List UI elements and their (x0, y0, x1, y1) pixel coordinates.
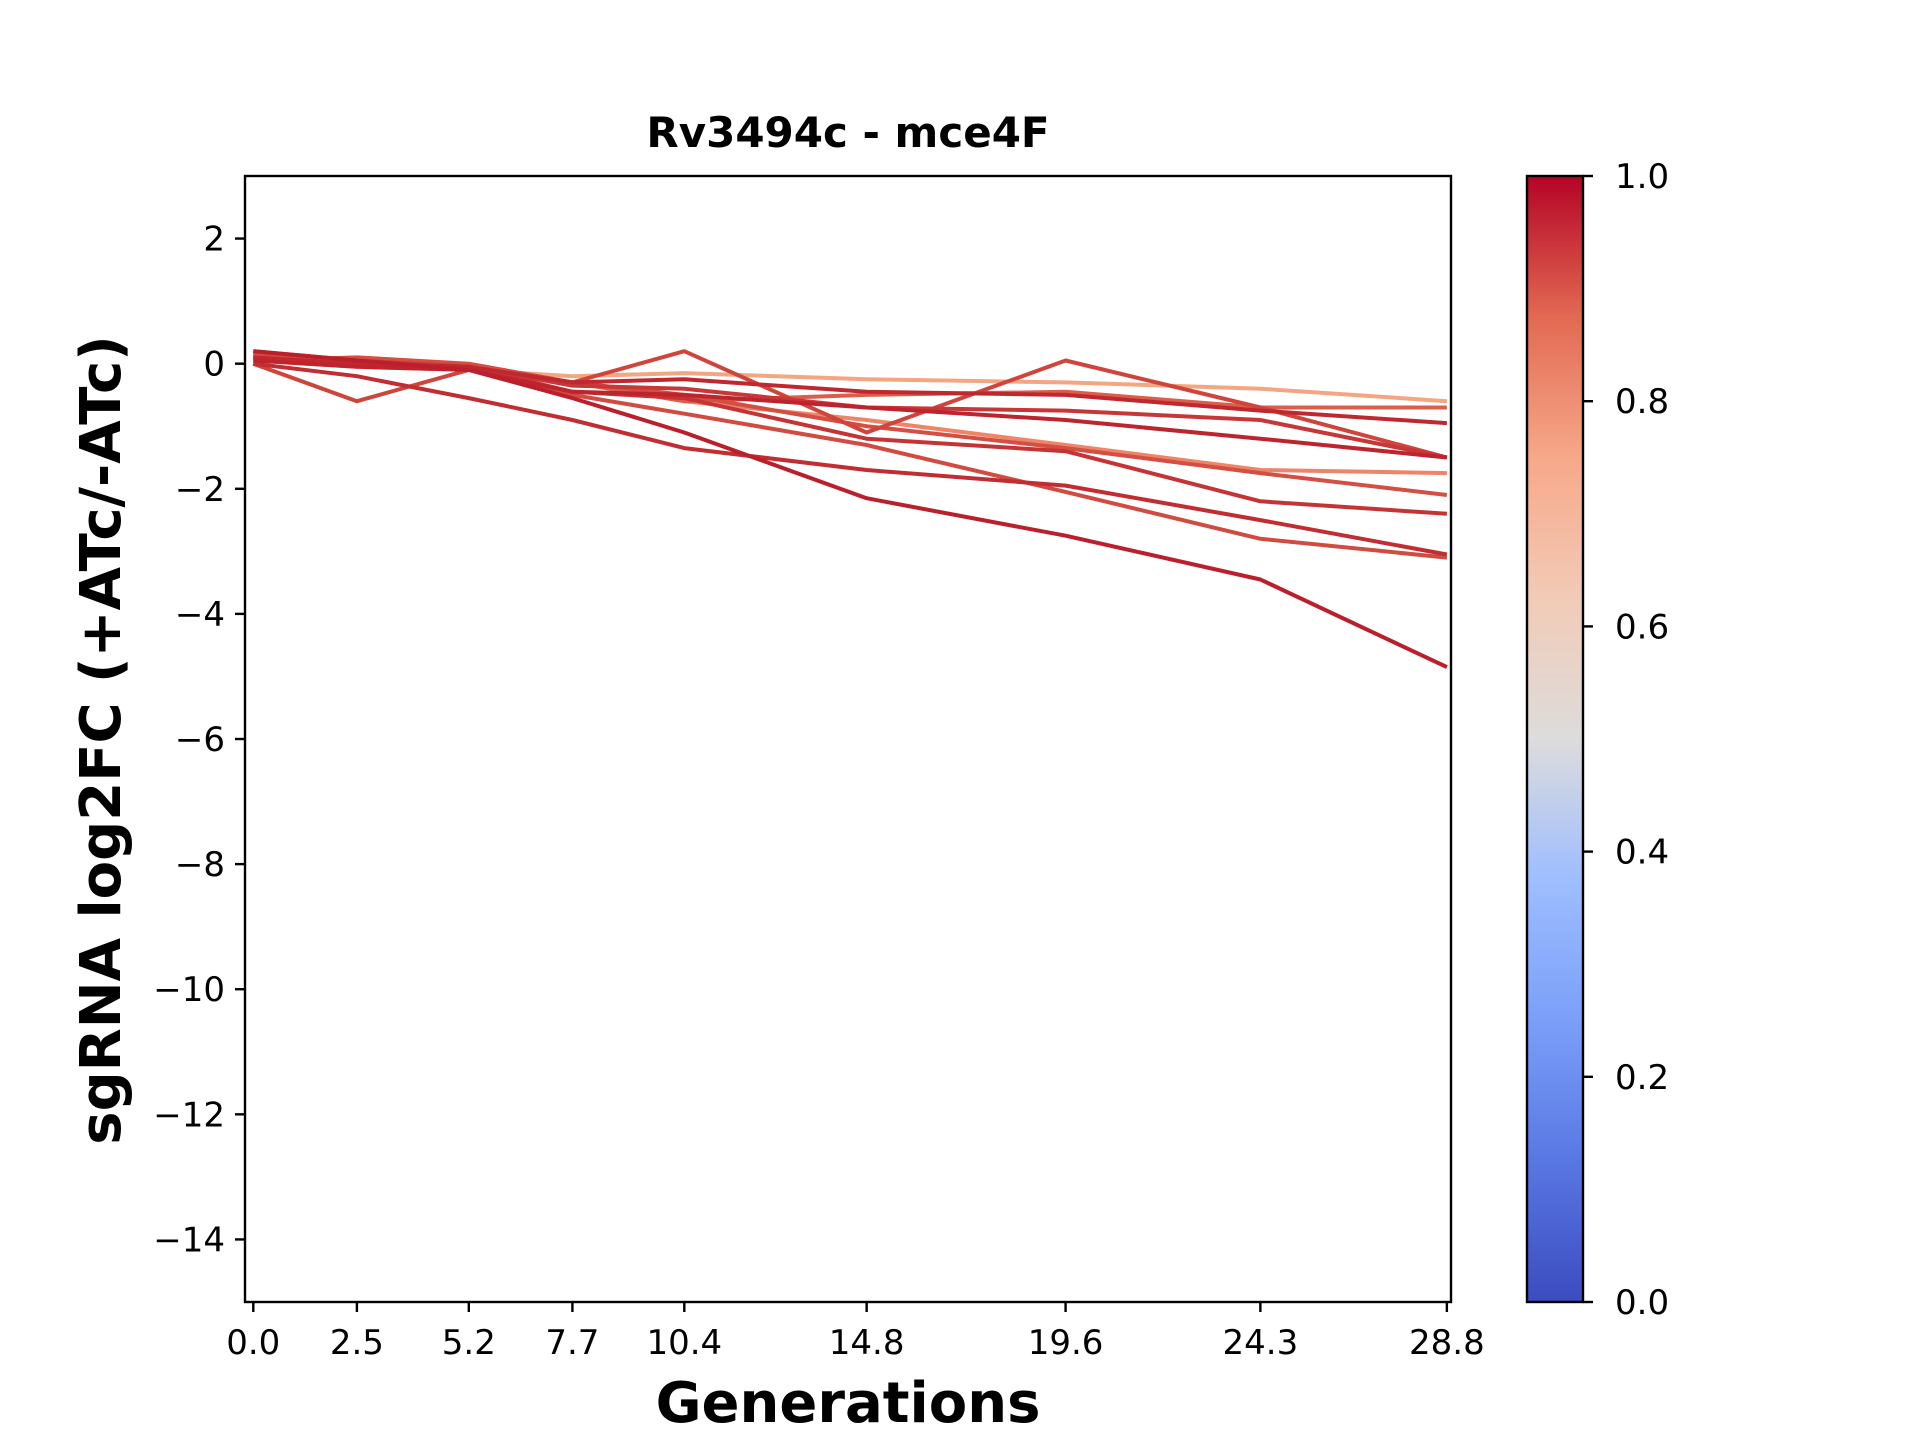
series-line-5 (252, 349, 1448, 460)
series-line-11 (253, 358, 1448, 460)
colorbar-tick-label: 0.4 (1615, 833, 1669, 873)
y-tick-label: 0 (203, 345, 225, 385)
series-line-9 (253, 361, 1448, 557)
colorbar-tick-label: 1.0 (1615, 157, 1669, 197)
series-line-6 (253, 352, 1448, 560)
x-tick-label: 28.8 (1409, 1323, 1485, 1363)
y-tick-label: 2 (203, 220, 225, 260)
x-axis-ticks: 0.0 2.5 5.2 7.7 10.4 14.8 19.6 24.3 28.8 (226, 1302, 1485, 1363)
x-tick-label: 19.6 (1028, 1323, 1104, 1363)
y-tick-label: −6 (175, 720, 225, 760)
y-tick-label: −12 (153, 1095, 225, 1135)
y-tick-label: −2 (175, 470, 225, 510)
x-tick-label: 7.7 (545, 1323, 599, 1363)
chart-title: Rv3494c - mce4F (646, 108, 1049, 157)
x-axis-title: Generations (656, 1371, 1041, 1436)
series-line-12 (253, 349, 1448, 669)
y-tick-label: −8 (175, 845, 225, 885)
x-tick-label: 5.2 (442, 1323, 496, 1363)
x-tick-label: 10.4 (646, 1323, 722, 1363)
colorbar-tick-label: 0.6 (1615, 607, 1669, 647)
y-tick-label: −10 (153, 970, 225, 1010)
colorbar-tick-label: 0.0 (1615, 1283, 1669, 1323)
y-axis-title: sgRNA log2FC (+ATc/-ATc) (69, 335, 134, 1145)
colorbar-tick-label: 0.8 (1615, 382, 1669, 422)
x-tick-label: 2.5 (330, 1323, 384, 1363)
y-tick-label: −14 (153, 1220, 225, 1260)
colorbar (1525, 174, 1585, 1304)
colorbar-ticks: 0.0 0.2 0.4 0.6 0.8 1.0 (1583, 157, 1669, 1323)
plot-frame (243, 174, 1453, 1304)
series-layer (252, 349, 1448, 669)
y-axis-ticks: 2 0 −2 −4 −6 −8 −10 −12 −14 (153, 220, 245, 1260)
colorbar-tick-label: 0.2 (1615, 1058, 1669, 1098)
x-tick-label: 0.0 (226, 1323, 280, 1363)
x-tick-label: 24.3 (1223, 1323, 1299, 1363)
y-tick-label: −4 (175, 595, 225, 635)
x-tick-label: 14.8 (829, 1323, 905, 1363)
